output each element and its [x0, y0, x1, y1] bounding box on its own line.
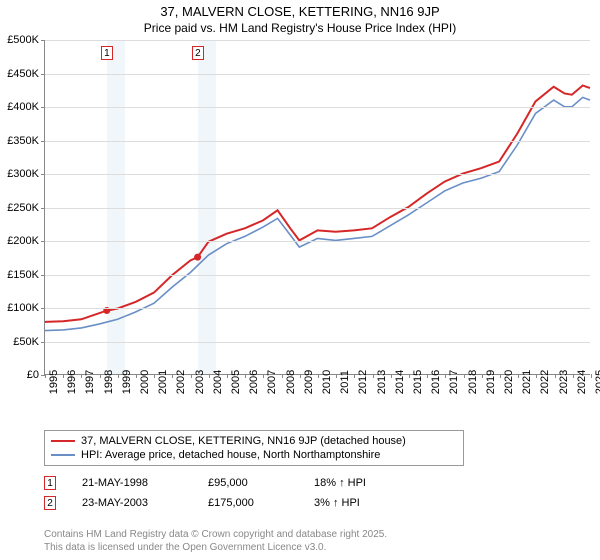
x-tick-label: 2002 — [175, 370, 187, 394]
event-marker: 2 — [44, 496, 56, 510]
attribution-line1: Contains HM Land Registry data © Crown c… — [44, 528, 584, 541]
x-tick-label: 2003 — [194, 370, 206, 394]
x-tick-label: 2018 — [467, 370, 479, 394]
event-row: 1 21-MAY-1998 £95,000 18% ↑ HPI — [44, 476, 584, 490]
y-tick-label: £50K — [13, 336, 39, 348]
x-tick-label: 2017 — [448, 370, 460, 394]
x-tick-label: 1995 — [48, 370, 60, 394]
x-tick-label: 1997 — [84, 370, 96, 394]
event-date: 21-MAY-1998 — [82, 477, 182, 489]
x-tick-label: 2019 — [485, 370, 497, 394]
y-axis-labels: £0£50K£100K£150K£200K£250K£300K£350K£400… — [0, 40, 42, 375]
x-tick-label: 2009 — [303, 370, 315, 394]
x-tick-label: 2024 — [576, 370, 588, 394]
legend-label: HPI: Average price, detached house, Nort… — [81, 449, 380, 461]
x-tick-label: 2023 — [558, 370, 570, 394]
price-marker-label: 2 — [192, 46, 204, 60]
x-tick-label: 2013 — [376, 370, 388, 394]
x-tick-label: 1998 — [103, 370, 115, 394]
x-tick-label: 2014 — [394, 370, 406, 394]
x-tick-label: 2012 — [357, 370, 369, 394]
price-events: 1 21-MAY-1998 £95,000 18% ↑ HPI 2 23-MAY-2003… — [44, 476, 584, 516]
x-tick-label: 2005 — [230, 370, 242, 394]
legend-item: HPI: Average price, detached house, Nort… — [51, 448, 457, 462]
event-delta: 3% ↑ HPI — [314, 497, 414, 509]
x-tick-label: 2008 — [285, 370, 297, 394]
legend-swatch — [51, 440, 75, 442]
event-delta: 18% ↑ HPI — [314, 477, 414, 489]
chart-title-main: 37, MALVERN CLOSE, KETTERING, NN16 9JP — [0, 4, 600, 19]
x-tick-label: 2010 — [321, 370, 333, 394]
y-tick-label: £0 — [27, 369, 39, 381]
y-tick-label: £350K — [7, 135, 39, 147]
y-tick-label: £450K — [7, 68, 39, 80]
x-tick-label: 2020 — [503, 370, 515, 394]
y-tick-label: £150K — [7, 269, 39, 281]
x-tick-label: 2021 — [521, 370, 533, 394]
y-tick-label: £300K — [7, 168, 39, 180]
chart-plot-area: 12 — [44, 40, 590, 375]
x-tick-label: 2016 — [430, 370, 442, 394]
y-tick-label: £500K — [7, 34, 39, 46]
event-price: £95,000 — [208, 477, 288, 489]
attribution-line2: This data is licensed under the Open Gov… — [44, 541, 584, 554]
x-tick-label: 2011 — [339, 370, 351, 394]
price-marker-label: 1 — [101, 46, 113, 60]
event-row: 2 23-MAY-2003 £175,000 3% ↑ HPI — [44, 496, 584, 510]
x-axis-labels: 1995199619971998199920002001200220032004… — [44, 378, 590, 428]
event-price: £175,000 — [208, 497, 288, 509]
x-tick-label: 1996 — [66, 370, 78, 394]
legend-swatch — [51, 454, 75, 456]
y-tick-label: £100K — [7, 302, 39, 314]
legend-item: 37, MALVERN CLOSE, KETTERING, NN16 9JP (… — [51, 434, 457, 448]
event-marker: 1 — [44, 476, 56, 490]
series-line — [45, 97, 590, 330]
y-tick-label: £250K — [7, 202, 39, 214]
y-tick-label: £200K — [7, 235, 39, 247]
x-tick-label: 2006 — [248, 370, 260, 394]
legend-label: 37, MALVERN CLOSE, KETTERING, NN16 9JP (… — [81, 435, 406, 447]
x-tick-label: 2015 — [412, 370, 424, 394]
price-marker-dot — [194, 254, 201, 261]
chart-title-block: 37, MALVERN CLOSE, KETTERING, NN16 9JP P… — [0, 0, 600, 35]
legend: 37, MALVERN CLOSE, KETTERING, NN16 9JP (… — [44, 430, 464, 466]
x-tick-label: 1999 — [121, 370, 133, 394]
y-tick-label: £400K — [7, 101, 39, 113]
chart-title-sub: Price paid vs. HM Land Registry's House … — [0, 21, 600, 35]
x-tick-label: 2022 — [539, 370, 551, 394]
x-tick-label: 2007 — [266, 370, 278, 394]
attribution: Contains HM Land Registry data © Crown c… — [44, 528, 584, 554]
x-tick-label: 2004 — [212, 370, 224, 394]
x-tick-label: 2025 — [594, 370, 600, 394]
event-date: 23-MAY-2003 — [82, 497, 182, 509]
x-tick-label: 2001 — [157, 370, 169, 394]
series-line — [45, 85, 590, 321]
x-tick-label: 2000 — [139, 370, 151, 394]
